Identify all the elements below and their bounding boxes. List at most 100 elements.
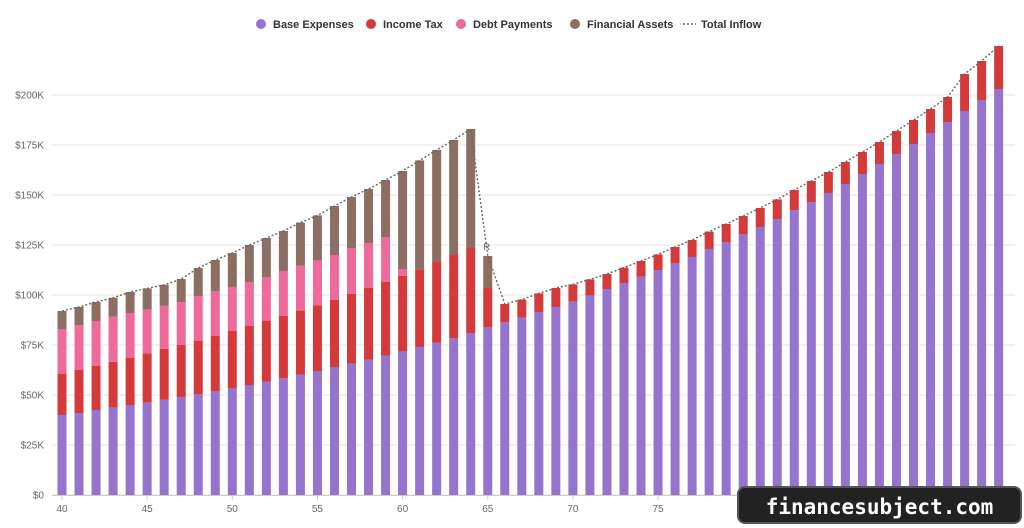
bar-income-tax xyxy=(704,231,714,249)
bar-base-expenses xyxy=(636,276,646,495)
bar-base-expenses xyxy=(977,100,987,495)
bar-base-expenses xyxy=(261,381,271,495)
bar-income-tax xyxy=(653,254,663,270)
bar-income-tax xyxy=(244,326,254,385)
bar-financial-assets xyxy=(74,307,84,325)
bar-debt-payments xyxy=(295,265,305,311)
bar-income-tax xyxy=(381,282,391,356)
bar-base-expenses xyxy=(670,263,680,495)
bar-debt-payments xyxy=(329,255,339,300)
bar-financial-assets xyxy=(449,140,459,255)
y-tick-label: $100K xyxy=(15,291,44,302)
legend-marker-base-expenses xyxy=(256,19,266,29)
bar-income-tax xyxy=(874,142,884,164)
bar-base-expenses xyxy=(449,338,459,495)
bar-financial-assets xyxy=(244,245,254,282)
bar-debt-payments xyxy=(398,269,408,276)
bar-base-expenses xyxy=(500,322,510,495)
bar-base-expenses xyxy=(704,249,714,495)
bar-financial-assets xyxy=(381,180,391,237)
bar-income-tax xyxy=(755,208,765,227)
bar-financial-assets xyxy=(261,238,271,277)
bar-debt-payments xyxy=(261,277,271,321)
bar-base-expenses xyxy=(398,351,408,495)
annotations: R xyxy=(484,242,491,252)
bar-debt-payments xyxy=(108,316,118,362)
bar-base-expenses xyxy=(142,402,152,495)
bar-income-tax xyxy=(57,374,67,415)
x-tick-label: 55 xyxy=(312,504,324,515)
bar-base-expenses xyxy=(517,317,527,495)
y-tick-label: $175K xyxy=(15,141,44,152)
bar-income-tax xyxy=(687,240,697,257)
bar-base-expenses xyxy=(74,413,84,495)
bar-financial-assets xyxy=(364,189,374,243)
bar-income-tax xyxy=(891,131,901,154)
bar-base-expenses xyxy=(891,154,901,495)
bar-base-expenses xyxy=(227,388,237,495)
bar-financial-assets xyxy=(176,279,186,302)
bar-debt-payments xyxy=(74,325,84,370)
bar-base-expenses xyxy=(772,219,782,495)
bar-income-tax xyxy=(432,261,442,343)
y-tick-label: $125K xyxy=(15,241,44,252)
bar-base-expenses xyxy=(568,301,578,495)
bar-base-expenses xyxy=(91,410,101,495)
bar-base-expenses xyxy=(909,144,918,495)
bar-base-expenses xyxy=(415,347,425,495)
bar-financial-assets xyxy=(483,256,493,288)
bar-financial-assets xyxy=(432,150,442,262)
bar-base-expenses xyxy=(687,257,697,495)
total-inflow-series xyxy=(61,45,1000,312)
bar-financial-assets xyxy=(295,222,305,266)
bar-base-expenses xyxy=(874,164,884,495)
bar-base-expenses xyxy=(57,415,67,495)
bar-base-expenses xyxy=(432,342,442,495)
x-tick-label: 45 xyxy=(142,504,154,515)
x-tick-label: 40 xyxy=(56,504,68,515)
bar-debt-payments xyxy=(347,248,357,294)
bar-financial-assets xyxy=(125,292,135,313)
bar-income-tax xyxy=(738,216,748,234)
bar-income-tax xyxy=(517,299,527,318)
bar-income-tax xyxy=(909,120,918,144)
bar-income-tax xyxy=(772,199,782,219)
bar-income-tax xyxy=(295,310,305,375)
bar-base-expenses xyxy=(312,371,322,495)
legend-marker-debt-payments xyxy=(456,19,466,29)
bar-base-expenses xyxy=(534,312,544,495)
x-tick-label: 65 xyxy=(482,504,494,515)
watermark: financesubject.com xyxy=(737,486,1022,524)
bar-income-tax xyxy=(823,172,833,193)
bar-debt-payments xyxy=(312,260,322,306)
bar-income-tax xyxy=(551,288,561,307)
bar-base-expenses xyxy=(466,333,476,495)
bar-income-tax xyxy=(415,269,425,347)
bar-base-expenses xyxy=(381,355,391,495)
bar-base-expenses xyxy=(960,111,970,495)
legend-marker-income-tax xyxy=(366,19,376,29)
legend-label-income-tax: Income Tax xyxy=(383,19,444,31)
bar-income-tax xyxy=(857,152,867,174)
bar-base-expenses xyxy=(551,307,561,495)
bar-income-tax xyxy=(926,109,936,133)
bar-income-tax xyxy=(483,288,493,327)
bar-income-tax xyxy=(108,361,118,408)
bar-base-expenses xyxy=(738,234,748,495)
bar-financial-assets xyxy=(466,129,476,248)
bar-income-tax xyxy=(210,336,220,391)
bar-income-tax xyxy=(585,279,595,296)
bar-base-expenses xyxy=(159,399,169,495)
bar-debt-payments xyxy=(193,296,203,341)
bar-base-expenses xyxy=(347,363,357,495)
y-axis: $0 $25K $50K $75K $100K $125K $150K $175K $200K xyxy=(15,91,44,502)
bar-base-expenses xyxy=(789,210,799,495)
bar-income-tax xyxy=(500,304,510,322)
bar-base-expenses xyxy=(619,283,629,495)
bar-financial-assets xyxy=(347,197,357,248)
legend-label-base-expenses: Base Expenses xyxy=(273,19,354,31)
bar-base-expenses xyxy=(210,391,220,495)
bar-financial-assets xyxy=(159,284,169,306)
bar-income-tax xyxy=(994,46,1004,89)
